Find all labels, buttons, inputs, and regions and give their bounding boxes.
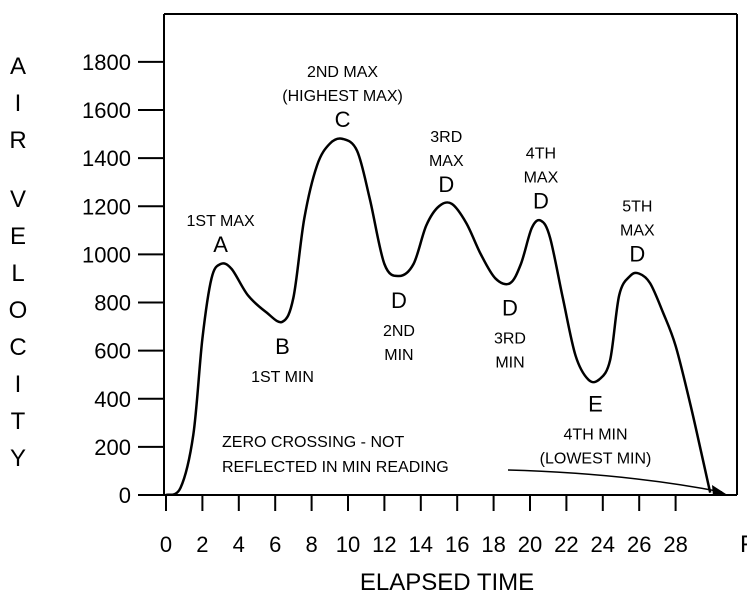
annotation-caption: MAX xyxy=(620,223,655,240)
y-axis-label-letter: T xyxy=(11,408,26,435)
y-tick-label: 1400 xyxy=(82,146,131,171)
x-tick-label: 10 xyxy=(336,532,360,557)
annotation-caption: 3RD xyxy=(494,330,526,347)
y-tick-label: 400 xyxy=(94,387,131,412)
y-axis-label-letter: I xyxy=(15,90,22,117)
annotation-letter: D xyxy=(502,295,518,320)
y-axis-label-letter: I xyxy=(15,371,22,398)
annotation-caption: MAX xyxy=(429,153,464,170)
y-tick-label: 600 xyxy=(94,339,131,364)
y-axis-label-letter: E xyxy=(10,223,26,250)
x-axis-label: ELAPSED TIME xyxy=(360,569,534,594)
y-tick-label: 0 xyxy=(119,483,131,508)
y-tick-label: 1000 xyxy=(82,242,131,267)
y-axis-label-letter: O xyxy=(9,297,28,324)
x-tick-label: 20 xyxy=(518,532,542,557)
zero-crossing-arrow-line xyxy=(507,469,723,493)
x-tick-label: 24 xyxy=(591,532,615,557)
x-tick-label: 4 xyxy=(233,532,245,557)
plot-frame xyxy=(163,13,738,496)
annotation-caption: 2ND MAX xyxy=(307,64,378,81)
zero-crossing-note: ZERO CROSSING - NOT REFLECTED IN MIN REA… xyxy=(222,434,726,496)
annotation-caption: 4TH xyxy=(526,146,556,163)
annotation-caption: 4TH MIN xyxy=(564,427,628,444)
x-tick-label: 2 xyxy=(196,532,208,557)
annotation-caption: 1ST MIN xyxy=(251,369,314,386)
x-tick-label: 6 xyxy=(269,532,281,557)
annotation-letter: D xyxy=(438,172,454,197)
x-tick-label: 0 xyxy=(160,532,172,557)
annotation-caption: 1ST MAX xyxy=(187,213,256,230)
y-tick-label: 1600 xyxy=(82,98,131,123)
x-axis-end-label: F xyxy=(740,531,747,558)
x-tick-label: 28 xyxy=(663,532,687,557)
series-layer xyxy=(165,137,712,497)
annotation-caption: MIN xyxy=(495,354,524,371)
x-tick-label: 14 xyxy=(409,532,433,557)
annotation-caption: (LOWEST MIN) xyxy=(540,451,652,468)
annotation-letter: B xyxy=(275,334,290,359)
annotation-caption: MIN xyxy=(384,347,413,364)
x-tick-label: 8 xyxy=(305,532,317,557)
y-axis-label-letter: V xyxy=(10,186,26,213)
annotation-caption: 2ND xyxy=(383,323,415,340)
annotation-letter: C xyxy=(335,107,351,132)
x-tick-label: 22 xyxy=(554,532,578,557)
y-axis-label-letter: C xyxy=(9,334,26,361)
x-tick-label: 16 xyxy=(445,532,469,557)
annotation-letter: D xyxy=(629,242,645,267)
y-axis-label-letter: Y xyxy=(10,445,26,472)
annotation-caption: (HIGHEST MAX) xyxy=(282,88,403,105)
y-axis-label-letter: R xyxy=(9,127,26,154)
annotation-letter: D xyxy=(391,288,407,313)
y-tick-label: 1200 xyxy=(82,194,131,219)
x-tick-label: 12 xyxy=(372,532,396,557)
annotation-caption: 5TH xyxy=(622,199,652,216)
annotations-layer: A 1ST MAX B 1ST MIN C 2ND MAX (HIGHEST MAX) D 2N… xyxy=(187,64,656,468)
x-axis-ticks: 0 2 4 6 8 10 12 14 16 18 20 22 24 26 28 xyxy=(160,495,688,557)
annotation-letter: A xyxy=(213,232,228,257)
series-line-0 xyxy=(165,137,712,497)
zero-crossing-note-line-1: ZERO CROSSING - NOT xyxy=(222,434,404,451)
annotation-caption: MAX xyxy=(524,170,559,187)
x-tick-label: 26 xyxy=(627,532,651,557)
y-axis-label-letter: A xyxy=(10,53,26,80)
annotation-letter: D xyxy=(533,189,549,214)
zero-crossing-arrow-head xyxy=(712,485,726,496)
y-axis-label-letter: L xyxy=(11,260,24,287)
annotation-caption: 3RD xyxy=(430,129,462,146)
zero-crossing-note-line-2: REFLECTED IN MIN READING xyxy=(222,459,449,476)
y-tick-label: 1800 xyxy=(82,50,131,75)
x-tick-label: 18 xyxy=(481,532,505,557)
y-tick-label: 800 xyxy=(94,291,131,316)
y-tick-label: 200 xyxy=(94,435,131,460)
y-axis-ticks: 0 200 400 600 800 1000 1200 1400 1600 1800 xyxy=(82,50,164,508)
annotation-letter: E xyxy=(588,392,603,417)
